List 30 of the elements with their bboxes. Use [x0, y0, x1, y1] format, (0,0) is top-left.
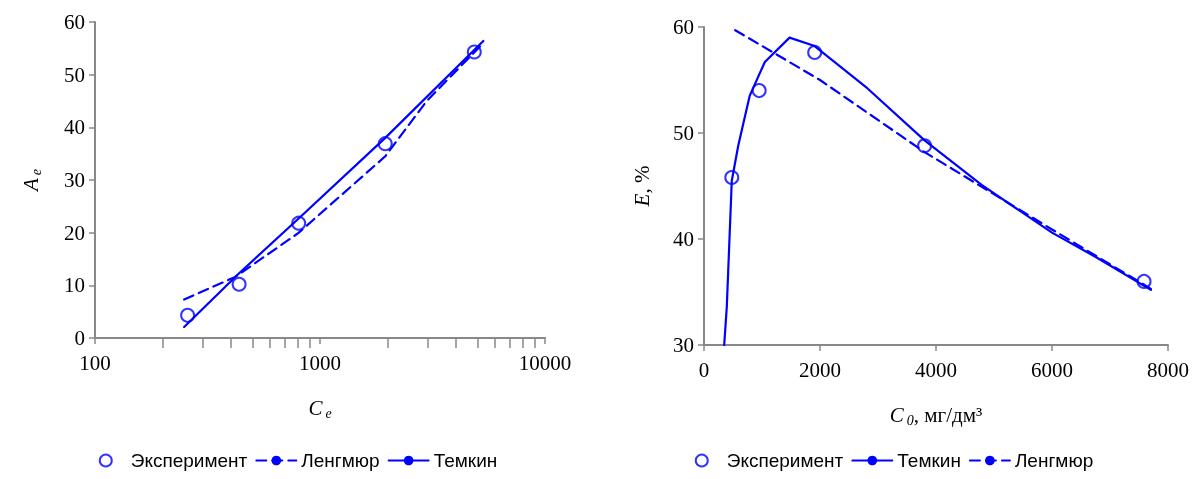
y-tick-label: 30 — [673, 333, 694, 357]
x-tick-label: 2000 — [799, 357, 841, 382]
y-tick-label: 30 — [64, 168, 85, 192]
y-tick-label: 40 — [64, 115, 85, 140]
legend-label: Эксперимент — [130, 450, 248, 471]
point — [751, 83, 767, 99]
legend-label: Темкин — [433, 450, 498, 471]
y-tick-label: 50 — [64, 62, 85, 87]
y-tick-label: 40 — [673, 227, 694, 251]
legend-label: Темкин — [897, 450, 961, 471]
x-tick-label: 100 — [79, 350, 111, 375]
y-tick-label: 60 — [64, 10, 85, 34]
x-axis-title: Ce — [308, 396, 332, 421]
y-tick-label: 60 — [673, 15, 694, 39]
y-axis-title: Ae — [19, 168, 44, 194]
legend-label: Ленгмюр — [301, 450, 380, 471]
y-tick-label: 0 — [74, 326, 85, 350]
x-tick-label: 1000 — [299, 350, 341, 375]
y-tick-label: 50 — [673, 121, 694, 145]
y-tick-label: 10 — [64, 273, 85, 298]
legend-label: Ленгмюр — [1014, 450, 1094, 471]
x-tick-label: 8000 — [1147, 357, 1189, 382]
legend-label: Эксперимент — [726, 450, 844, 471]
x-tick-label: 4000 — [915, 357, 957, 382]
y-axis-title: E, % — [629, 165, 654, 208]
x-tick-label: 10000 — [518, 350, 572, 375]
x-axis-title: C0, мг/дм³ — [889, 403, 983, 428]
y-tick-label: 20 — [64, 220, 85, 245]
x-tick-label: 6000 — [1031, 357, 1073, 382]
x-tick-label: 0 — [698, 357, 710, 382]
